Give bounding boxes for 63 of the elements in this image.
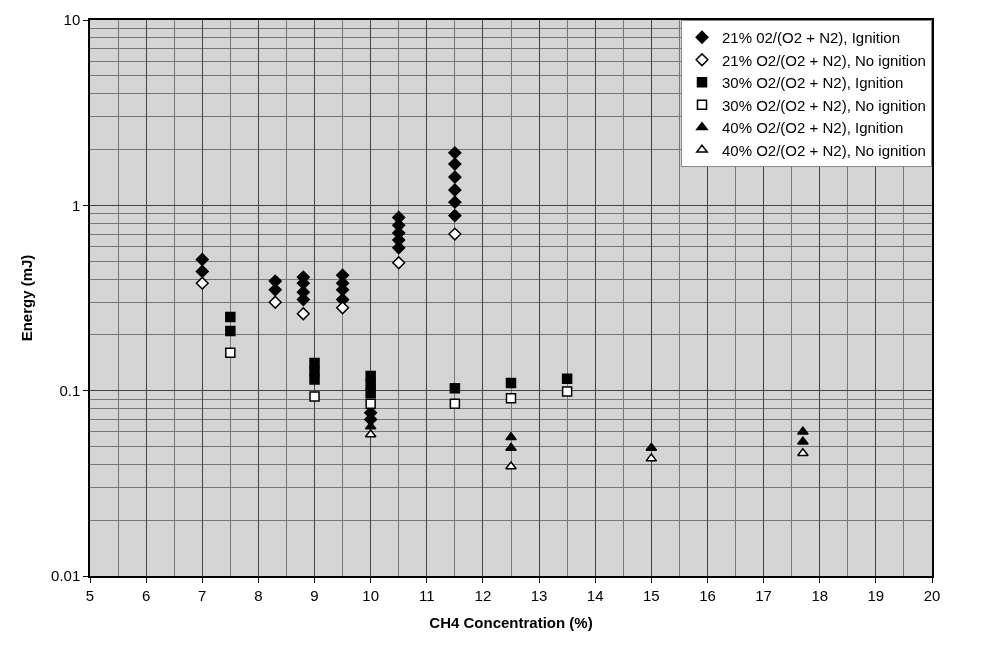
point	[268, 283, 282, 297]
point	[225, 325, 236, 337]
point	[225, 311, 236, 323]
point	[195, 264, 209, 279]
point	[448, 170, 462, 184]
point	[448, 183, 462, 197]
point	[505, 432, 517, 441]
legend-label: 40% O2/(O2 + N2), No ignition	[722, 141, 926, 159]
x-tick-label: 16	[699, 586, 716, 604]
point	[365, 387, 376, 399]
x-tick-label: 20	[923, 586, 941, 604]
point	[392, 256, 406, 270]
y-tick-label: 1	[71, 196, 81, 214]
point	[561, 373, 573, 384]
legend-label: 21% 02/(O2 + N2), Ignition	[722, 29, 901, 47]
point	[268, 295, 282, 309]
y-tick-label: 0.01	[51, 567, 81, 585]
x-tick-label: 18	[811, 586, 829, 604]
point	[309, 374, 320, 385]
x-axis-title: CH4 Concentration (%)	[429, 614, 593, 632]
point	[796, 447, 809, 457]
point	[448, 209, 462, 223]
point	[505, 377, 517, 389]
point	[336, 301, 350, 315]
point	[309, 391, 320, 402]
point	[505, 393, 517, 404]
x-tick-label: 7	[198, 586, 207, 604]
x-tick-label: 9	[310, 586, 319, 604]
legend-label: 30% O2/(O2 + N2), Ignition	[722, 74, 904, 92]
point	[448, 195, 462, 209]
point	[296, 293, 310, 307]
point	[449, 383, 461, 394]
point	[195, 252, 209, 267]
x-tick-label: 14	[586, 586, 604, 604]
x-tick-label: 17	[755, 586, 772, 604]
point	[225, 347, 236, 359]
point	[505, 461, 517, 470]
legend-label: 21% O2/(O2 + N2), No ignition	[722, 51, 926, 69]
legend-label: 40% O2/(O2 + N2), Ignition	[722, 119, 904, 137]
x-tick-label: 19	[867, 586, 885, 604]
point	[505, 442, 517, 452]
x-tick-label: 11	[419, 586, 435, 604]
x-tick-label: 15	[642, 586, 660, 604]
x-tick-label: 8	[254, 586, 263, 604]
point	[448, 157, 462, 171]
x-tick-label: 13	[530, 586, 548, 604]
point	[448, 146, 462, 160]
x-tick-label: 5	[85, 586, 95, 604]
point	[365, 398, 376, 409]
point	[296, 307, 310, 321]
x-tick-label: 12	[474, 586, 492, 604]
y-tick-label: 10	[63, 11, 81, 29]
x-tick-label: 6	[141, 586, 151, 604]
point	[365, 379, 376, 390]
point	[195, 276, 209, 290]
legend-label: 30% O2/(O2 + N2), No ignition	[722, 96, 926, 114]
point	[449, 398, 461, 409]
y-tick-label: 0.1	[59, 381, 81, 399]
point	[645, 442, 658, 452]
x-tick-label: 10	[362, 586, 380, 604]
y-axis-title: Energy (mJ)	[17, 254, 35, 342]
point	[561, 386, 573, 397]
point	[448, 227, 462, 241]
